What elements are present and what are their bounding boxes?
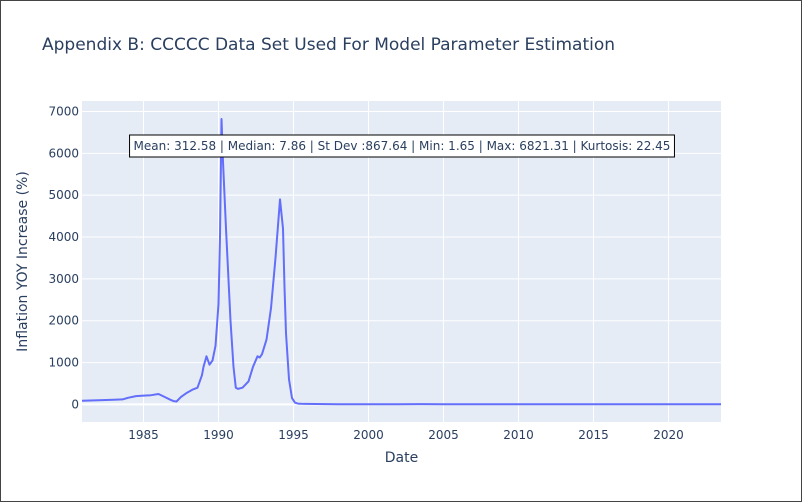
- annotation-text: Mean: 312.58 | Median: 7.86 | St Dev :86…: [134, 139, 671, 153]
- x-axis-title: Date: [385, 450, 418, 466]
- x-tick-label: 2000: [353, 428, 384, 442]
- y-tick-label: 5000: [48, 188, 79, 202]
- y-tick-label: 2000: [48, 314, 79, 328]
- y-tick-label: 7000: [48, 104, 79, 118]
- y-tick-label: 6000: [48, 146, 79, 160]
- annotation-box: [129, 134, 675, 158]
- x-tick-label: 2010: [503, 428, 534, 442]
- x-tick-label: 2015: [578, 428, 609, 442]
- x-tick-label: 2005: [428, 428, 459, 442]
- x-tick-label: 1990: [203, 428, 234, 442]
- y-tick-label: 1000: [48, 356, 79, 370]
- y-tick-label: 0: [71, 397, 79, 411]
- x-tick-label: 2020: [653, 428, 684, 442]
- y-tick-label: 3000: [48, 272, 79, 286]
- chart-title: Appendix B: CCCCC Data Set Used For Mode…: [42, 35, 616, 55]
- y-axis-title: Inflation YOY Increase (%): [15, 171, 31, 352]
- series-line: [81, 118, 721, 406]
- y-tick-label: 4000: [48, 230, 79, 244]
- x-tick-label: 1985: [128, 428, 159, 442]
- x-tick-label: 1995: [278, 428, 309, 442]
